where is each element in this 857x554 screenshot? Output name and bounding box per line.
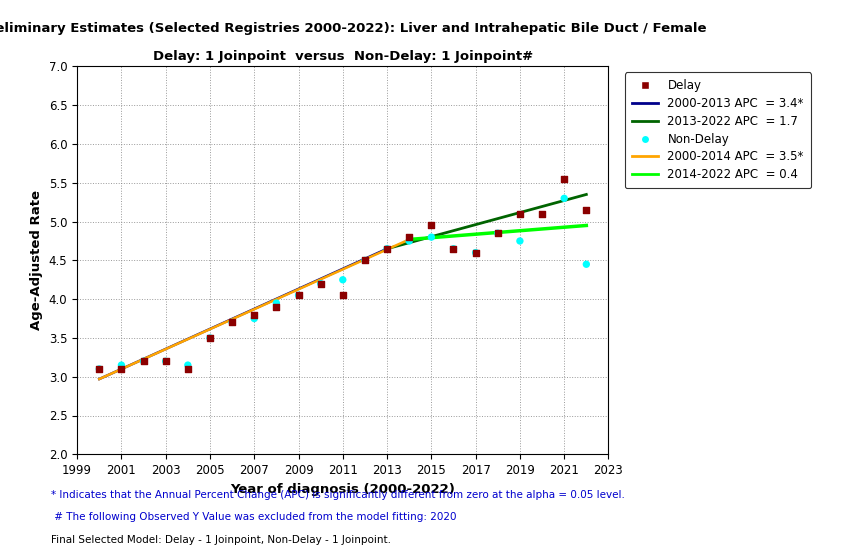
Point — [424, 221, 438, 230]
Point — [469, 248, 482, 257]
Point — [93, 365, 106, 373]
Text: Delay: 1 Joinpoint  versus  Non-Delay: 1 Joinpoint#: Delay: 1 Joinpoint versus Non-Delay: 1 J… — [153, 50, 533, 63]
Legend: Delay, 2000-2013 APC  = 3.4*, 2013-2022 APC  = 1.7, Non-Delay, 2000-2014 APC  = : Delay, 2000-2013 APC = 3.4*, 2013-2022 A… — [625, 73, 811, 188]
Text: Final Selected Model: Delay - 1 Joinpoint, Non-Delay - 1 Joinpoint.: Final Selected Model: Delay - 1 Joinpoin… — [51, 535, 392, 545]
Point — [336, 275, 350, 284]
Point — [336, 291, 350, 300]
Point — [248, 310, 261, 319]
Text: * Indicates that the Annual Percent Change (APC) is significantly different from: * Indicates that the Annual Percent Chan… — [51, 490, 626, 500]
Point — [203, 334, 217, 342]
Point — [381, 244, 394, 253]
Point — [402, 237, 416, 245]
Text: Preliminary Estimates (Selected Registries 2000-2022): Liver and Intrahepatic Bi: Preliminary Estimates (Selected Registri… — [0, 22, 706, 35]
Point — [115, 365, 129, 373]
Point — [491, 229, 505, 238]
Point — [269, 299, 283, 307]
Point — [93, 365, 106, 373]
Point — [181, 365, 195, 373]
Point — [579, 260, 593, 269]
Point — [402, 233, 416, 242]
Point — [469, 248, 482, 257]
X-axis label: Year of diagnosis (2000-2022): Year of diagnosis (2000-2022) — [231, 483, 455, 496]
Point — [557, 175, 571, 183]
Point — [314, 279, 327, 288]
Point — [513, 209, 527, 218]
Point — [314, 279, 327, 288]
Y-axis label: Age-Adjusted Rate: Age-Adjusted Rate — [30, 191, 43, 330]
Point — [513, 237, 527, 245]
Point — [579, 206, 593, 214]
Point — [137, 357, 151, 366]
Point — [248, 314, 261, 323]
Point — [291, 291, 305, 300]
Point — [225, 318, 239, 327]
Point — [381, 244, 394, 253]
Text: # The following Observed Y Value was excluded from the model fitting: 2020: # The following Observed Y Value was exc… — [51, 512, 457, 522]
Point — [535, 209, 548, 218]
Point — [358, 256, 372, 265]
Point — [181, 361, 195, 370]
Point — [557, 194, 571, 203]
Point — [137, 357, 151, 366]
Point — [225, 318, 239, 327]
Point — [203, 334, 217, 342]
Point — [115, 361, 129, 370]
Point — [491, 229, 505, 238]
Point — [446, 244, 460, 253]
Point — [446, 244, 460, 253]
Point — [159, 357, 172, 366]
Point — [291, 291, 305, 300]
Point — [424, 233, 438, 242]
Point — [358, 256, 372, 265]
Point — [269, 302, 283, 311]
Point — [159, 357, 172, 366]
